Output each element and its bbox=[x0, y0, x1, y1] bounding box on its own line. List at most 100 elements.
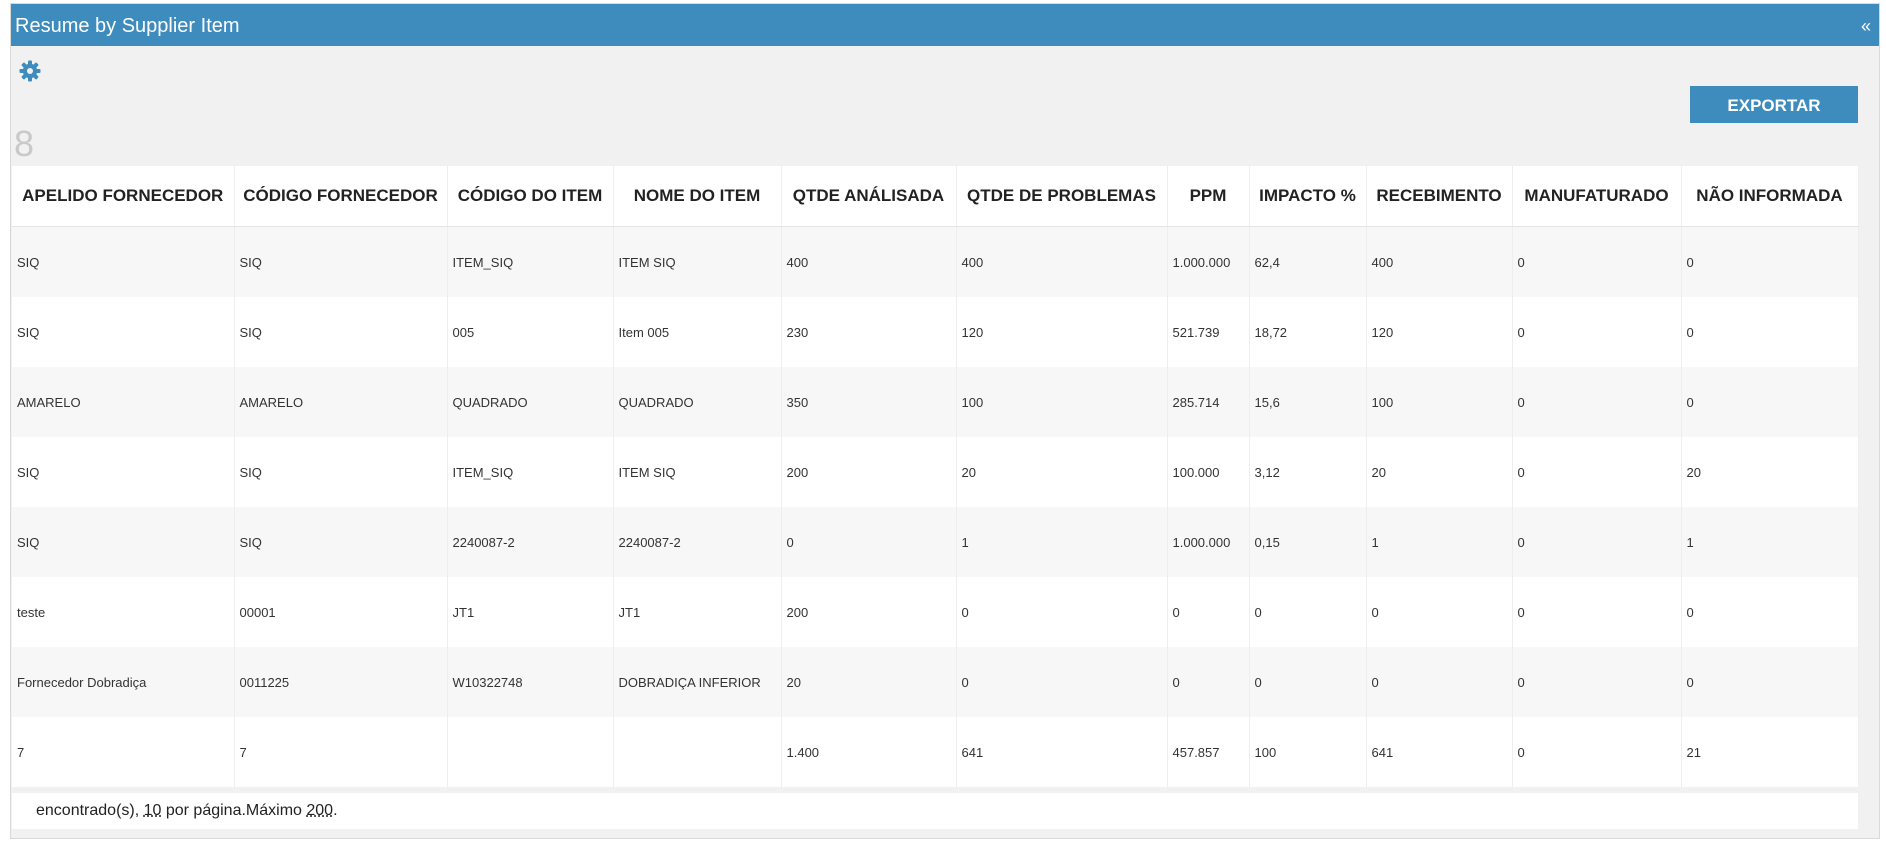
table-cell: 100.000 bbox=[1167, 437, 1250, 507]
table-cell: ITEM_SIQ bbox=[447, 226, 614, 297]
table-header-row: APELIDO FORNECEDOR CÓDIGO FORNECEDOR CÓD… bbox=[12, 166, 1859, 227]
column-header[interactable]: NOME DO ITEM bbox=[613, 166, 782, 227]
table-cell: ITEM SIQ bbox=[613, 437, 782, 507]
table-cell: 641 bbox=[956, 717, 1168, 787]
table-cell: 0 bbox=[1167, 647, 1250, 717]
table-cell: 400 bbox=[956, 226, 1168, 297]
table-cell: ITEM SIQ bbox=[613, 226, 782, 297]
footer-found-text: encontrado(s), bbox=[36, 802, 144, 819]
per-page-link[interactable]: 10 bbox=[143, 802, 162, 819]
table-cell: teste bbox=[12, 577, 235, 647]
panel-header: Resume by Supplier Item « bbox=[11, 4, 1879, 46]
table-cell: ITEM_SIQ bbox=[447, 437, 614, 507]
table-cell: 100 bbox=[1366, 367, 1513, 437]
table-cell: 0,15 bbox=[1249, 507, 1367, 577]
table-cell: SIQ bbox=[12, 437, 235, 507]
table-cell: 100 bbox=[956, 367, 1168, 437]
table-row[interactable]: SIQ SIQ ITEM_SIQ ITEM SIQ 200 20 100.000… bbox=[12, 437, 1859, 507]
table-cell: 285.714 bbox=[1167, 367, 1250, 437]
table-cell: 230 bbox=[781, 297, 957, 367]
table-row[interactable]: teste 00001 JT1 JT1 200 0 0 0 0 0 0 bbox=[12, 577, 1859, 647]
table-cell: 0 bbox=[1681, 647, 1859, 717]
table-cell: 0 bbox=[1512, 507, 1682, 577]
table-cell: 1.000.000 bbox=[1167, 507, 1250, 577]
table-cell: 20 bbox=[1681, 437, 1859, 507]
table-row[interactable]: SIQ SIQ 2240087-2 2240087-2 0 1 1.000.00… bbox=[12, 507, 1859, 577]
table-cell: 521.739 bbox=[1167, 297, 1250, 367]
table-cell: 2240087-2 bbox=[447, 507, 614, 577]
table-cell: SIQ bbox=[12, 226, 235, 297]
gear-icon[interactable] bbox=[18, 59, 42, 83]
table-row[interactable]: AMARELO AMARELO QUADRADO QUADRADO 350 10… bbox=[12, 367, 1859, 437]
table-cell: JT1 bbox=[447, 577, 614, 647]
column-header[interactable]: QTDE DE PROBLEMAS bbox=[956, 166, 1168, 227]
table-cell: 15,6 bbox=[1249, 367, 1367, 437]
table-cell: 1 bbox=[956, 507, 1168, 577]
panel-title: Resume by Supplier Item bbox=[15, 15, 240, 37]
table-cell: 20 bbox=[781, 647, 957, 717]
column-header[interactable]: IMPACTO % bbox=[1249, 166, 1367, 227]
footer-end-text: . bbox=[333, 802, 338, 819]
table-totals-row: 7 7 1.400 641 457.857 100 641 0 21 bbox=[12, 717, 1859, 787]
column-header[interactable]: MANUFATURADO bbox=[1512, 166, 1682, 227]
column-header[interactable]: NÃO INFORMADA bbox=[1681, 166, 1859, 227]
table-cell: SIQ bbox=[234, 226, 448, 297]
table-cell: JT1 bbox=[613, 577, 782, 647]
table-cell: 0 bbox=[1512, 717, 1682, 787]
table-cell: 62,4 bbox=[1249, 226, 1367, 297]
max-results-link[interactable]: 200 bbox=[306, 802, 334, 819]
table-cell: 20 bbox=[956, 437, 1168, 507]
table-cell: 0 bbox=[1366, 577, 1513, 647]
table-cell: 005 bbox=[447, 297, 614, 367]
column-header[interactable]: CÓDIGO DO ITEM bbox=[447, 166, 614, 227]
table-cell: 0 bbox=[1167, 577, 1250, 647]
table-cell: 21 bbox=[1681, 717, 1859, 787]
table-cell: 120 bbox=[956, 297, 1168, 367]
table-cell bbox=[447, 717, 614, 787]
table-cell: 2240087-2 bbox=[613, 507, 782, 577]
table-cell: 0 bbox=[1249, 647, 1367, 717]
column-header[interactable]: PPM bbox=[1167, 166, 1250, 227]
table-cell: 0 bbox=[1512, 297, 1682, 367]
table-cell: 3,12 bbox=[1249, 437, 1367, 507]
export-button[interactable]: EXPORTAR bbox=[1690, 86, 1858, 123]
results-table-container: APELIDO FORNECEDOR CÓDIGO FORNECEDOR CÓD… bbox=[12, 166, 1859, 787]
table-cell: 0 bbox=[1512, 437, 1682, 507]
table-row[interactable]: SIQ SIQ 005 Item 005 230 120 521.739 18,… bbox=[12, 297, 1859, 367]
table-cell: 641 bbox=[1366, 717, 1513, 787]
table-cell: 120 bbox=[1366, 297, 1513, 367]
table-cell: QUADRADO bbox=[447, 367, 614, 437]
column-header[interactable]: CÓDIGO FORNECEDOR bbox=[234, 166, 448, 227]
results-table: APELIDO FORNECEDOR CÓDIGO FORNECEDOR CÓD… bbox=[12, 166, 1859, 787]
table-cell: 0 bbox=[956, 647, 1168, 717]
table-cell: 18,72 bbox=[1249, 297, 1367, 367]
table-cell: 1 bbox=[1366, 507, 1513, 577]
pagination-footer: encontrado(s), 10 por página.Máximo 200. bbox=[12, 793, 1858, 829]
table-cell: 1 bbox=[1681, 507, 1859, 577]
collapse-button[interactable]: « bbox=[1860, 16, 1871, 36]
table-cell: 0 bbox=[1681, 297, 1859, 367]
table-cell: SIQ bbox=[12, 507, 235, 577]
table-cell: 7 bbox=[12, 717, 235, 787]
table-row[interactable]: SIQ SIQ ITEM_SIQ ITEM SIQ 400 400 1.000.… bbox=[12, 226, 1859, 297]
table-cell: SIQ bbox=[12, 297, 235, 367]
table-cell: 400 bbox=[781, 226, 957, 297]
table-cell: 0 bbox=[1681, 367, 1859, 437]
table-cell: AMARELO bbox=[12, 367, 235, 437]
table-cell: SIQ bbox=[234, 507, 448, 577]
table-cell: 0 bbox=[1249, 577, 1367, 647]
table-cell: DOBRADIÇA INFERIOR bbox=[613, 647, 782, 717]
table-row[interactable]: Fornecedor Dobradiça 0011225 W10322748 D… bbox=[12, 647, 1859, 717]
table-cell: 457.857 bbox=[1167, 717, 1250, 787]
table-cell: 400 bbox=[1366, 226, 1513, 297]
table-cell: SIQ bbox=[234, 297, 448, 367]
table-cell: 0 bbox=[1512, 647, 1682, 717]
column-header[interactable]: RECEBIMENTO bbox=[1366, 166, 1513, 227]
footer-per-page-text: por página.Máximo bbox=[161, 802, 307, 819]
table-cell: 20 bbox=[1366, 437, 1513, 507]
column-header[interactable]: QTDE ANÁLISADA bbox=[781, 166, 957, 227]
table-cell: 0 bbox=[1681, 577, 1859, 647]
table-cell: 0 bbox=[1512, 226, 1682, 297]
table-cell: QUADRADO bbox=[613, 367, 782, 437]
column-header[interactable]: APELIDO FORNECEDOR bbox=[12, 166, 235, 227]
